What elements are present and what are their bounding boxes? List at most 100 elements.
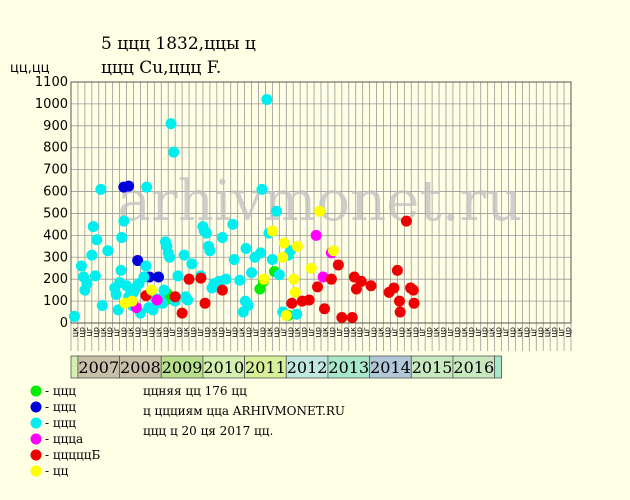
x-condition-label: цр: [425, 327, 434, 338]
data-point: [227, 218, 239, 230]
x-condition-label: цг: [501, 327, 510, 337]
x-condition-label: цг: [473, 327, 482, 337]
x-condition-label: цг: [390, 327, 399, 337]
data-point: [266, 225, 278, 237]
data-point: [151, 294, 163, 306]
year-label: 2010: [203, 358, 244, 377]
data-point: [328, 245, 339, 257]
data-point: [242, 299, 254, 311]
x-condition-label: цг: [223, 327, 232, 337]
data-point: [169, 291, 181, 303]
data-point: [86, 249, 98, 261]
data-point: [273, 269, 285, 281]
data-point: [355, 275, 367, 287]
legend-marker: [30, 465, 42, 477]
y-tick-label: 800: [43, 141, 68, 156]
footer-line-1: ццняя цц 176 цц: [143, 384, 247, 398]
x-condition-label: цр: [355, 327, 364, 338]
year-label: 2011: [245, 358, 286, 377]
x-condition-label: цк: [404, 327, 413, 337]
data-point: [278, 237, 290, 249]
data-point: [394, 306, 406, 318]
legend-marker: [30, 449, 42, 461]
data-point: [110, 289, 122, 301]
x-condition-label: цр: [327, 327, 336, 338]
data-point: [408, 297, 420, 309]
year-label: 2008: [120, 358, 161, 377]
legend-label: - ццц: [45, 400, 76, 414]
legend-marker: [30, 433, 42, 445]
x-condition-label: цр: [105, 327, 114, 338]
x-condition-label: цр: [119, 327, 128, 338]
data-point: [200, 227, 212, 239]
y-tick-label: 1100: [35, 75, 68, 90]
x-condition-label: цр: [494, 327, 503, 338]
x-condition-label: цг: [418, 327, 427, 337]
y-tick-labels: 0 100 200 300 400 500 600 700 800 900 1000 1100: [35, 75, 68, 331]
data-point: [291, 240, 303, 252]
x-condition-label: цк: [293, 327, 302, 337]
data-point: [195, 272, 207, 284]
x-condition-label: цк: [348, 327, 357, 337]
year-label: 2007: [78, 358, 119, 377]
x-condition-label: цр: [147, 327, 156, 338]
y-tick-label: 500: [43, 206, 68, 221]
x-condition-label: цг: [251, 327, 260, 337]
data-point: [288, 273, 300, 285]
data-point: [305, 262, 317, 274]
y-tick-label: 200: [43, 272, 68, 287]
legend-marker: [30, 401, 42, 413]
data-point: [336, 312, 348, 324]
x-condition-label: цр: [536, 327, 545, 338]
x-condition-label: цр: [175, 327, 184, 338]
data-point: [176, 307, 188, 319]
x-condition-label: цг: [557, 327, 566, 337]
year-cell: [70, 355, 79, 379]
x-condition-label: цр: [189, 327, 198, 338]
legend-label: - ццц: [45, 384, 76, 398]
data-point: [325, 273, 337, 285]
data-point: [280, 309, 292, 321]
data-point: [199, 297, 211, 309]
x-condition-label: цг: [307, 327, 316, 337]
y-axis-label: цц,цц: [10, 61, 50, 76]
x-condition-label: цр: [286, 327, 295, 338]
data-point: [240, 243, 252, 255]
footer-line-2: ц ццциям цца ARHIVMONET.RU: [143, 404, 345, 418]
data-point: [204, 245, 216, 257]
year-label: 2016: [453, 358, 494, 377]
x-condition-label: цр: [508, 327, 517, 338]
x-condition-label: цр: [133, 327, 142, 338]
data-point: [75, 260, 87, 272]
x-condition-label: цр: [77, 327, 86, 338]
x-condition-label: цр: [383, 327, 392, 338]
data-point: [112, 304, 124, 316]
data-point: [68, 310, 80, 322]
x-condition-label: цр: [314, 327, 323, 338]
data-point: [172, 270, 184, 282]
legend-label: - цц: [45, 464, 69, 478]
x-condition-label: цг: [112, 327, 121, 337]
data-point: [81, 278, 93, 290]
x-condition-label: цк: [70, 327, 79, 337]
x-condition-label: цр: [230, 327, 239, 338]
data-point: [234, 274, 246, 286]
data-point: [407, 284, 419, 296]
data-point: [303, 294, 315, 306]
data-point: [116, 232, 128, 244]
x-condition-label: цг: [445, 327, 454, 337]
x-condition-label: цр: [564, 327, 573, 338]
x-condition-label: цр: [397, 327, 406, 338]
x-condition-label: цк: [515, 327, 524, 337]
data-point: [228, 253, 240, 265]
chart-subtitle: ццц Cu,ццц F.: [101, 58, 221, 78]
y-tick-label: 600: [43, 185, 68, 200]
data-point: [158, 284, 170, 296]
x-condition-label: цк: [459, 327, 468, 337]
year-label: 2013: [328, 358, 369, 377]
data-point: [164, 251, 176, 263]
year-band: 2007 2008 2009 2010 2011 2012 2013 2014 2015 2016: [70, 355, 502, 379]
x-condition-label: цк: [209, 327, 218, 337]
